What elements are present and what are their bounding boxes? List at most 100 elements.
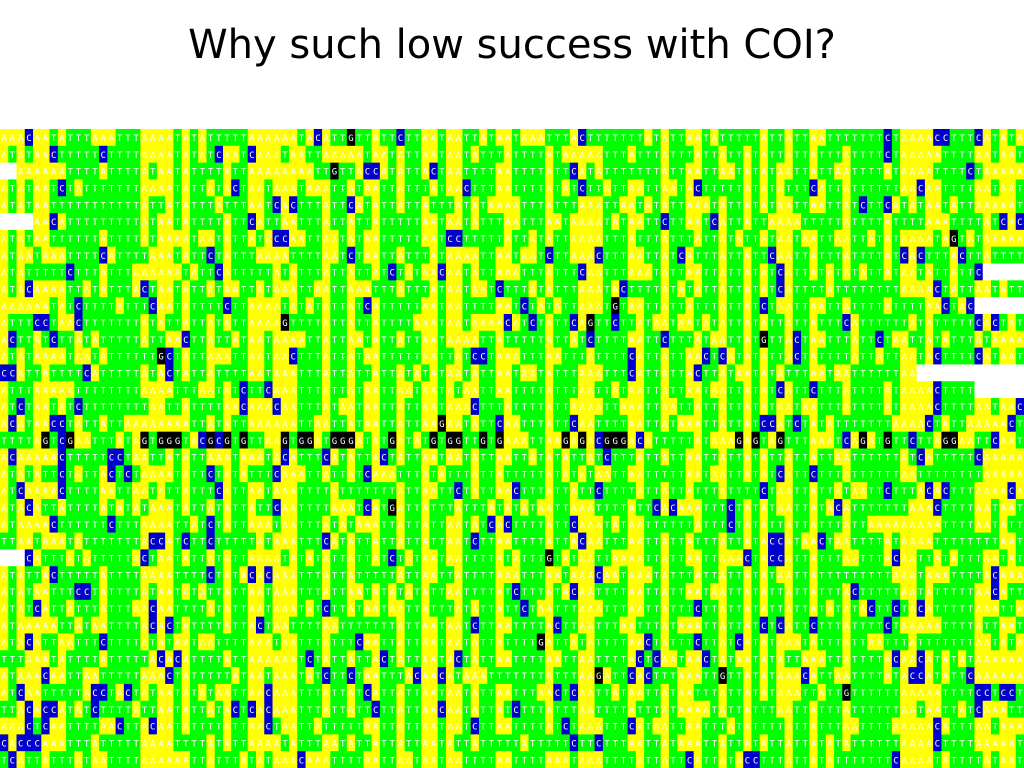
alignment-base-letter: T [84, 302, 90, 312]
alignment-base-letter: C [34, 319, 39, 329]
alignment-base-letter: T [703, 420, 709, 430]
alignment-cell [652, 129, 661, 147]
alignment-base-letter: T [67, 420, 73, 430]
alignment-cell [677, 145, 686, 163]
alignment-base-letter: A [505, 269, 511, 279]
alignment-base-letter: A [34, 302, 40, 312]
alignment-base-letter: T [340, 302, 346, 312]
alignment-base-letter: T [357, 353, 363, 363]
alignment-base-letter: T [183, 269, 189, 279]
alignment-base-letter: A [579, 403, 585, 413]
alignment-base-letter: T [637, 168, 643, 178]
alignment-base-letter: A [588, 218, 594, 228]
alignment-base-letter: T [381, 437, 387, 447]
alignment-base-letter: A [505, 168, 511, 178]
alignment-base-letter: A [431, 252, 437, 262]
alignment-base-letter: A [687, 370, 693, 380]
alignment-cell [123, 145, 133, 163]
alignment-base-letter: T [860, 370, 866, 380]
alignment-base-letter: A [423, 235, 429, 245]
alignment-base-letter: T [943, 201, 949, 211]
alignment-base-letter: T [827, 201, 833, 211]
alignment-base-letter: C [662, 218, 667, 228]
alignment-base-letter: A [910, 168, 916, 178]
alignment-base-letter: T [150, 336, 156, 346]
alignment-cell [173, 145, 182, 163]
alignment-base-letter: A [687, 386, 693, 396]
alignment-base-letter: A [373, 454, 379, 464]
alignment-base-letter: T [183, 386, 189, 396]
alignment-base-letter: A [811, 319, 817, 329]
alignment-base-letter: A [522, 370, 528, 380]
alignment-base-letter: C [241, 403, 246, 413]
alignment-base-letter: A [646, 134, 652, 144]
alignment-base-letter: T [357, 403, 363, 413]
alignment-base-letter: T [646, 302, 652, 312]
alignment-base-letter: A [431, 302, 437, 312]
alignment-base-letter: A [1009, 319, 1015, 329]
alignment-base-letter: A [720, 285, 726, 295]
alignment-cell [867, 129, 876, 147]
alignment-base-letter: T [175, 151, 181, 161]
alignment-cell [181, 129, 191, 147]
alignment-cell [222, 162, 232, 180]
alignment-base-letter: T [959, 454, 965, 464]
alignment-base-letter: T [555, 386, 561, 396]
alignment-base-letter: T [134, 185, 140, 195]
alignment-base-letter: T [26, 201, 32, 211]
alignment-base-letter: A [646, 437, 652, 447]
alignment-cell [57, 145, 67, 163]
alignment-base-letter: C [720, 353, 725, 363]
alignment-base-letter: T [315, 201, 321, 211]
alignment-base-letter: T [76, 285, 82, 295]
alignment-base-letter: T [299, 319, 305, 329]
alignment-base-letter: A [18, 201, 24, 211]
alignment-base-letter: T [125, 201, 131, 211]
alignment-base-letter: T [654, 302, 660, 312]
alignment-cell [181, 145, 191, 163]
alignment-cell [801, 145, 810, 163]
alignment-base-letter: A [918, 235, 924, 245]
alignment-base-letter: T [703, 403, 709, 413]
alignment-base-letter: T [522, 185, 528, 195]
alignment-base-letter: T [117, 420, 123, 430]
alignment-base-letter: T [976, 235, 982, 245]
alignment-base-letter: C [365, 302, 370, 312]
alignment-base-letter: A [695, 269, 701, 279]
alignment-cell [842, 145, 851, 163]
alignment-base-letter: T [902, 437, 908, 447]
alignment-base-letter: C [968, 168, 973, 178]
alignment-base-letter: A [745, 252, 751, 262]
alignment-base-letter: T [769, 386, 775, 396]
alignment-cell [891, 145, 901, 163]
alignment-base-letter: T [340, 319, 346, 329]
alignment-cell [470, 145, 480, 163]
alignment-base-letter: T [712, 235, 718, 245]
alignment-base-letter: A [918, 134, 924, 144]
alignment-base-letter: T [414, 134, 420, 144]
alignment-base-letter: A [183, 319, 189, 329]
alignment-base-letter: T [340, 420, 346, 430]
alignment-base-letter: T [703, 437, 709, 447]
alignment-base-letter: T [365, 134, 371, 144]
alignment-cell [355, 129, 364, 147]
alignment-base-letter: A [34, 285, 40, 295]
alignment-base-letter: T [109, 386, 115, 396]
alignment-base-letter: T [530, 168, 536, 178]
alignment-cell [999, 297, 1008, 315]
alignment-base-letter: T [67, 201, 73, 211]
alignment-base-letter: A [588, 285, 594, 295]
alignment-base-letter: T [522, 218, 528, 228]
alignment-base-letter: A [216, 454, 222, 464]
alignment-base-letter: T [26, 470, 32, 480]
alignment-base-letter: T [439, 437, 445, 447]
alignment-base-letter: A [662, 285, 668, 295]
alignment-base-letter: T [902, 319, 908, 329]
alignment-base-letter: T [357, 269, 363, 279]
alignment-cell [214, 129, 224, 147]
alignment-base-letter: T [224, 336, 230, 346]
alignment-base-letter: A [59, 386, 65, 396]
alignment-cell [941, 364, 950, 382]
alignment-base-letter: A [92, 370, 98, 380]
alignment-base-letter: A [786, 269, 792, 279]
